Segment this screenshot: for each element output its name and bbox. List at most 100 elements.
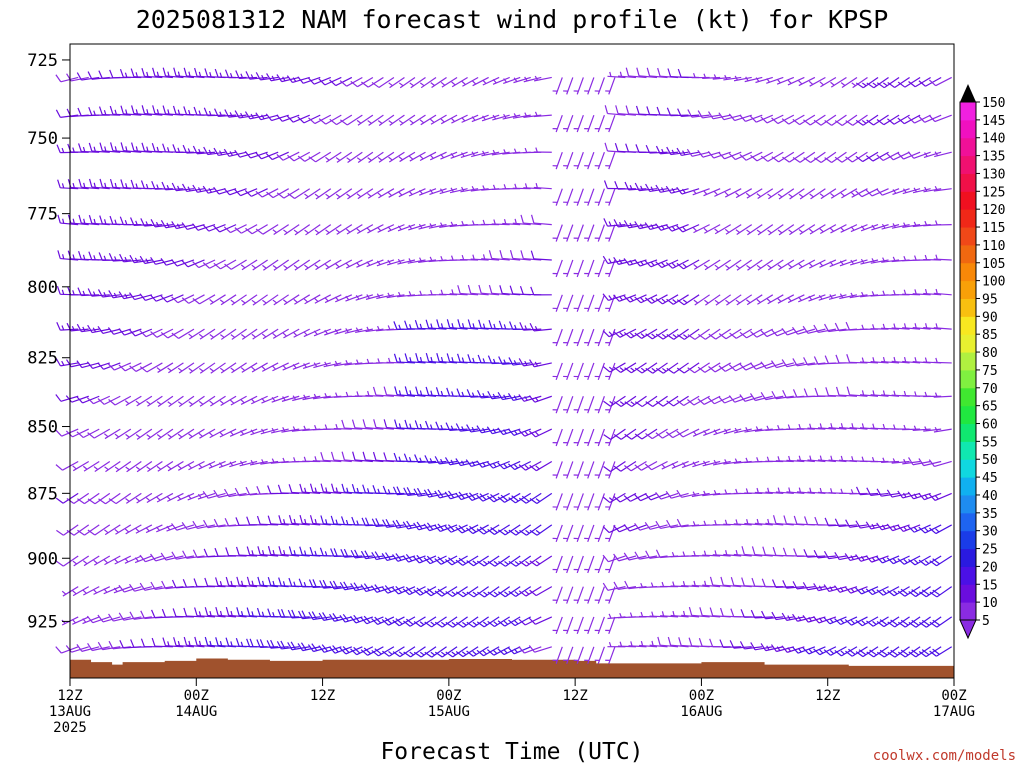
colorbar-tick-label: 55 — [982, 435, 998, 450]
wind-barb — [139, 328, 163, 338]
wind-barb — [623, 552, 647, 561]
wind-barb — [203, 519, 226, 529]
y-axis: 725 750 775 800 825 850 875 900 925 — [27, 51, 70, 632]
wind-barb — [819, 259, 837, 268]
wind-barb — [319, 579, 342, 589]
wind-barb — [177, 395, 195, 408]
wind-barb — [445, 586, 468, 598]
wind-barb — [324, 294, 342, 304]
wind-barb — [98, 106, 121, 116]
wind-barb — [235, 517, 258, 526]
wind-barb — [146, 460, 163, 473]
wind-barb — [584, 362, 595, 381]
wind-barb — [834, 151, 858, 163]
wind-barb — [392, 519, 416, 529]
wind-barb — [297, 114, 321, 124]
wind-barb — [850, 259, 868, 266]
wind-barb — [646, 67, 668, 79]
wind-barb — [244, 188, 268, 197]
wind-barb — [891, 458, 910, 464]
wind-barb — [425, 319, 447, 330]
wind-barb — [413, 586, 437, 596]
wind-barb — [855, 114, 879, 126]
wind-barb — [788, 188, 805, 200]
wind-barb — [288, 514, 310, 526]
wind-barb — [223, 187, 247, 196]
wind-barb — [908, 616, 931, 628]
wind-barb — [923, 426, 942, 432]
wind-barb — [676, 489, 700, 498]
wind-barb — [604, 105, 626, 116]
wind-barb — [740, 609, 763, 618]
wind-barb — [584, 616, 595, 635]
colorbar-swatch — [960, 584, 976, 603]
wind-barb — [202, 259, 226, 269]
y-tick-label: 900 — [27, 549, 58, 569]
wind-barb — [739, 114, 763, 122]
wind-barb — [482, 76, 500, 86]
wind-barb — [573, 396, 584, 414]
wind-barb — [131, 105, 152, 116]
wind-barb — [350, 646, 374, 656]
wind-barb — [605, 555, 616, 574]
wind-barb — [871, 224, 889, 231]
wind-barb — [850, 224, 868, 233]
wind-barb — [766, 294, 784, 305]
wind-barb — [519, 524, 542, 536]
colorbar-tick-label: 25 — [982, 543, 998, 558]
wind-barb — [492, 114, 510, 121]
wind-barb — [160, 328, 184, 339]
wind-barb — [666, 107, 689, 117]
wind-barb — [529, 586, 553, 597]
wind-barb — [440, 114, 458, 125]
wind-barb — [702, 73, 721, 79]
wind-barb — [209, 362, 226, 374]
wind-barb — [902, 323, 921, 330]
wind-barb — [594, 428, 605, 447]
wind-barb — [886, 555, 910, 565]
wind-barb — [876, 616, 900, 628]
wind-barb — [192, 520, 216, 530]
wind-barb — [584, 586, 595, 604]
wind-barb — [573, 555, 584, 574]
wind-barb — [761, 610, 784, 620]
wind-barb — [677, 108, 700, 117]
wind-barb — [331, 483, 352, 495]
wind-barb — [573, 77, 584, 95]
wind-barb — [603, 218, 626, 227]
wind-barb — [177, 492, 195, 502]
wind-barb — [257, 576, 279, 588]
wind-barb — [602, 582, 626, 591]
wind-barb — [366, 259, 384, 268]
wind-barb — [397, 258, 416, 265]
wind-barb — [614, 180, 636, 190]
wind-barb — [371, 518, 394, 528]
wind-barb — [934, 151, 952, 158]
wind-barb — [287, 641, 310, 651]
wind-barb — [760, 114, 784, 124]
wind-barb — [208, 460, 226, 469]
wind-barb — [173, 67, 195, 79]
colorbar-tick-label: 15 — [982, 578, 998, 593]
wind-barb — [219, 362, 237, 374]
wind-barb — [77, 492, 100, 505]
wind-barb — [866, 76, 889, 89]
wind-barb — [341, 451, 363, 463]
wind-barb — [402, 586, 426, 596]
wind-barb — [403, 453, 426, 463]
wind-barb — [933, 392, 952, 398]
wind-barb — [573, 224, 584, 242]
wind-barb — [487, 616, 511, 628]
wind-barb — [325, 224, 342, 236]
wind-barb — [224, 259, 247, 270]
wind-barb — [563, 114, 574, 133]
wind-barb — [424, 616, 447, 628]
wind-barb — [665, 428, 689, 439]
x-tick-label: 00Z — [689, 688, 714, 704]
wind-barb — [377, 151, 395, 163]
wind-barb — [497, 646, 521, 656]
wind-barb — [220, 328, 237, 340]
wind-barb — [313, 328, 332, 337]
wind-barb — [613, 460, 637, 472]
wind-barb — [594, 77, 605, 95]
